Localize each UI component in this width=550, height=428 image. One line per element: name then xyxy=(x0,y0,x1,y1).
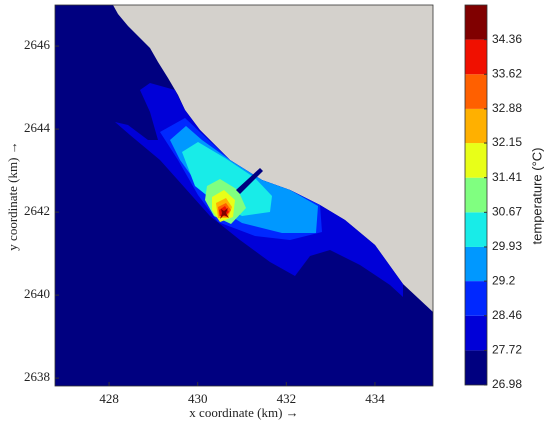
colorbar-band xyxy=(465,212,487,247)
colorbar-label: temperature (°C) xyxy=(529,148,544,245)
plot-frame xyxy=(54,4,434,387)
y-tick-label: 2640 xyxy=(24,286,50,301)
colorbar-tick-label: 29.93 xyxy=(492,239,522,253)
y-tick-label: 2642 xyxy=(24,203,50,218)
colorbar-band xyxy=(465,315,487,351)
colorbar-band xyxy=(465,350,487,385)
colorbar-tick-label: 26.98 xyxy=(492,377,522,391)
colorbar-band xyxy=(465,74,487,109)
colorbar-tick-label: 32.88 xyxy=(492,101,522,115)
colorbar-band xyxy=(465,177,487,213)
colorbar-frame xyxy=(464,4,488,386)
colorbar-band xyxy=(465,143,487,178)
colorbar-tick-label: 32.15 xyxy=(492,135,522,149)
colorbar-tick-label: 34.36 xyxy=(492,32,522,46)
x-axis-label: x coordinate (km) → xyxy=(189,405,298,420)
colorbar-tick-label: 28.46 xyxy=(492,308,522,322)
jetty xyxy=(236,168,263,194)
colorbar-tick-label: 27.72 xyxy=(492,343,522,357)
y-axis-label: y coordinate (km) → xyxy=(5,141,20,250)
colorbar-band xyxy=(465,246,487,282)
colorbar-tick-label: 31.41 xyxy=(492,170,522,184)
colorbar-tick-label: 29.2 xyxy=(492,273,516,287)
y-tick-label: 2646 xyxy=(24,37,51,52)
contour-region xyxy=(220,208,229,219)
colorbar-tick-label: 30.67 xyxy=(492,204,522,218)
x-tick-label: 428 xyxy=(99,391,119,406)
colorbar-band xyxy=(465,39,487,75)
land xyxy=(113,5,433,312)
x-tick-label: 432 xyxy=(277,391,297,406)
colorbar-band xyxy=(465,5,487,40)
colorbar-band xyxy=(465,281,487,316)
x-tick-label: 430 xyxy=(188,391,208,406)
contour-region xyxy=(182,142,272,216)
y-tick-label: 2644 xyxy=(24,120,51,135)
colorbar-band xyxy=(465,108,487,144)
y-tick-label: 2638 xyxy=(24,369,50,384)
x-tick-label: 434 xyxy=(365,391,385,406)
colorbar-tick-label: 33.62 xyxy=(492,66,522,80)
